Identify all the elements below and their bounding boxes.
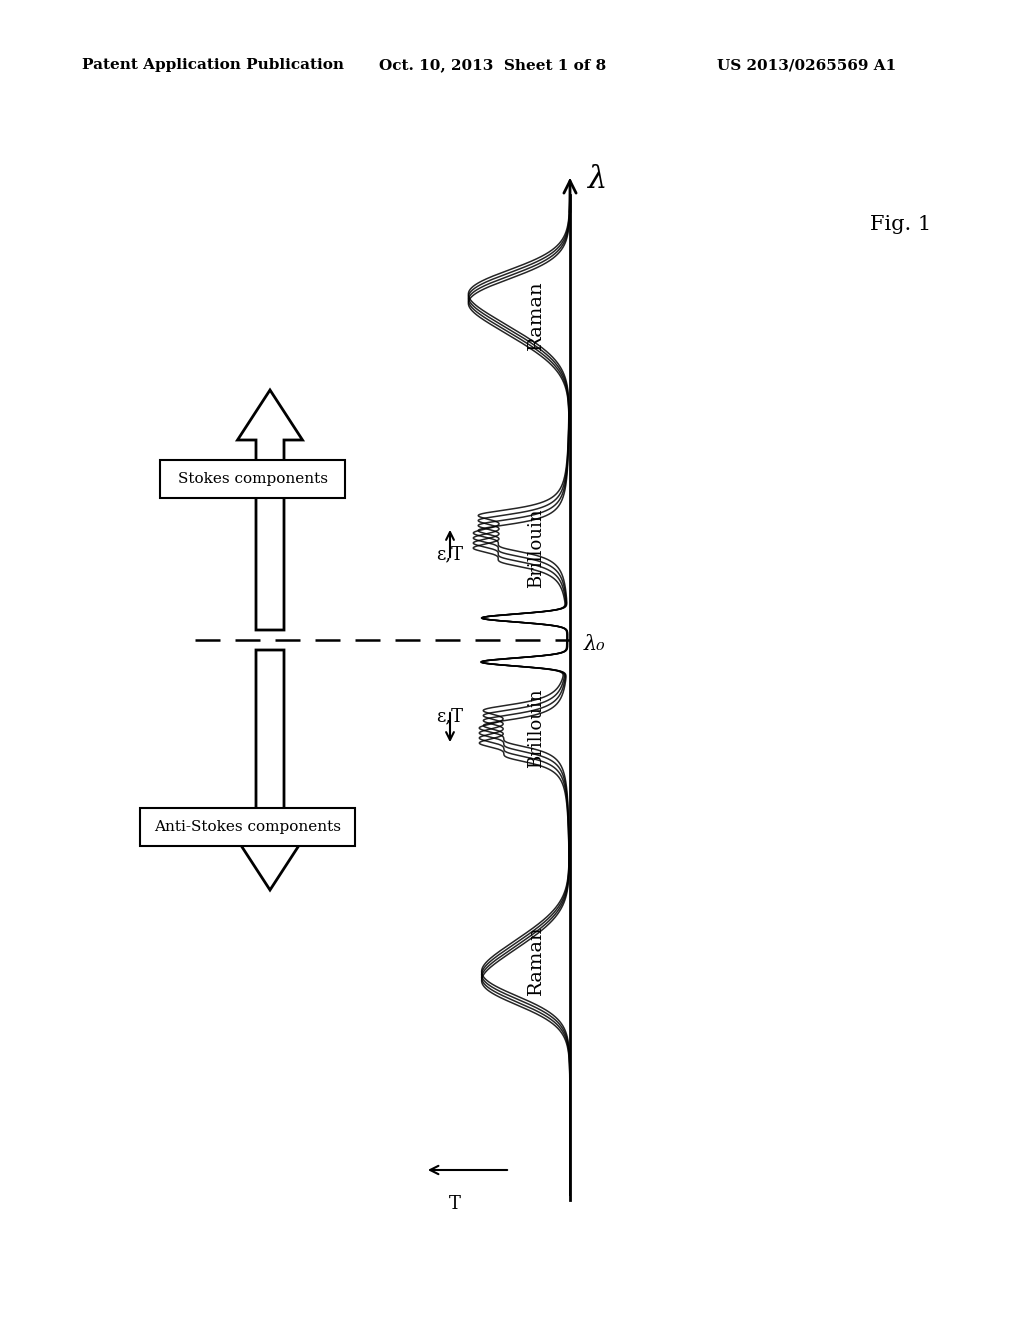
Text: T: T xyxy=(450,1195,461,1213)
Text: Fig. 1: Fig. 1 xyxy=(870,215,931,234)
Text: Anti-Stokes components: Anti-Stokes components xyxy=(154,820,341,834)
Text: US 2013/0265569 A1: US 2013/0265569 A1 xyxy=(717,58,896,73)
Text: λ: λ xyxy=(588,165,607,195)
FancyArrow shape xyxy=(238,649,302,890)
Bar xyxy=(160,459,345,498)
Text: Brillouin: Brillouin xyxy=(527,508,545,587)
Text: Brillouin: Brillouin xyxy=(527,688,545,768)
Text: Raman: Raman xyxy=(527,925,545,995)
Text: Stokes components: Stokes components xyxy=(177,473,328,486)
Text: λ₀: λ₀ xyxy=(584,635,605,653)
FancyArrow shape xyxy=(238,389,302,630)
Text: Oct. 10, 2013  Sheet 1 of 8: Oct. 10, 2013 Sheet 1 of 8 xyxy=(379,58,606,73)
Text: Raman: Raman xyxy=(527,280,545,350)
Text: ε,T: ε,T xyxy=(436,708,464,725)
Text: ε,T: ε,T xyxy=(436,545,464,564)
Text: Patent Application Publication: Patent Application Publication xyxy=(82,58,344,73)
Bar xyxy=(140,808,355,846)
